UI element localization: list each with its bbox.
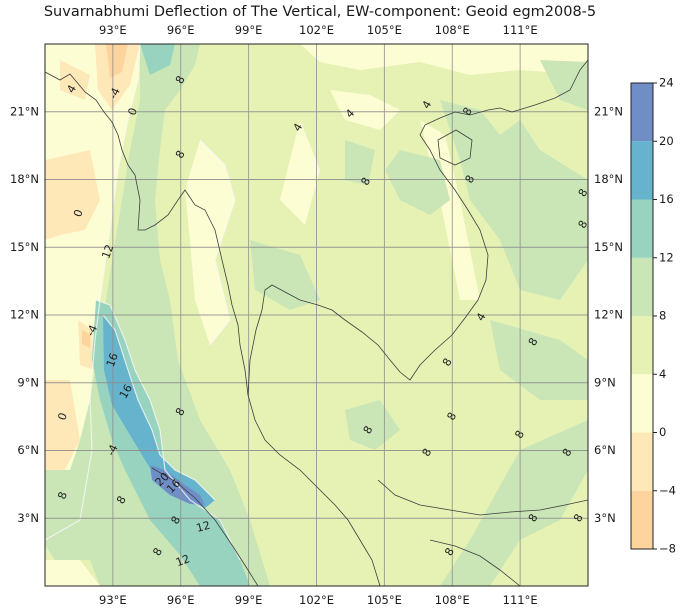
lat-tick-label-right: 21°N — [594, 104, 623, 118]
lat-tick-label-left: 3°N — [17, 511, 39, 525]
lat-tick-label-left: 21°N — [10, 104, 39, 118]
contour-label: 16 — [117, 382, 135, 401]
lat-tick-label-left: 12°N — [10, 308, 39, 322]
lat-tick-label-right: 18°N — [594, 172, 623, 186]
contour-band — [345, 140, 375, 185]
colorbar-tick-label: 24 — [659, 76, 674, 90]
lon-tick-label-top: 108°E — [435, 23, 470, 37]
colorbar-swatch — [631, 490, 653, 549]
colorbar-tick-label: 16 — [659, 192, 674, 206]
lon-tick-label-top: 96°E — [167, 23, 195, 37]
contour-label: 12 — [99, 243, 116, 261]
contour-band — [106, 44, 128, 78]
contour-band — [45, 380, 80, 470]
contour-label: 8 — [55, 490, 70, 501]
contour-band — [490, 320, 588, 400]
contour-label: -4 — [106, 86, 122, 101]
lon-tick-label-bottom: 105°E — [367, 593, 402, 607]
colorbar-swatch — [631, 257, 653, 316]
colorbar-tick-label: 8 — [659, 309, 666, 323]
lon-tick-label-bottom: 111°E — [503, 593, 538, 607]
contour-line — [102, 314, 216, 501]
contour-band — [280, 120, 320, 225]
contour-band — [45, 150, 100, 240]
contour-band — [300, 44, 588, 75]
lat-tick-label-right: 12°N — [594, 308, 623, 322]
contour-label: 12 — [195, 519, 212, 535]
lon-tick-label-bottom: 99°E — [235, 593, 263, 607]
contour-label: 0 — [71, 208, 86, 219]
contour-band — [95, 44, 140, 110]
contour-band — [345, 400, 400, 450]
coastline — [45, 71, 381, 586]
colorbar-swatch — [631, 316, 653, 375]
colorbar-tick-label: −4 — [659, 483, 676, 497]
colorbar-tick-label: −8 — [659, 542, 676, 556]
contour-line — [45, 44, 141, 541]
coastline — [247, 107, 513, 396]
contour-label: 16 — [104, 351, 121, 369]
contour-band — [540, 60, 588, 110]
lon-tick-label-top: 111°E — [503, 23, 538, 37]
lon-tick-label-bottom: 108°E — [435, 593, 470, 607]
coastline-layer — [45, 59, 588, 586]
colorbar-swatch — [631, 432, 653, 491]
colorbar: −8 −4 0 4 8 12 16 20 24 — [630, 76, 676, 556]
contour-label: 0 — [55, 411, 70, 422]
colorbar-swatch — [631, 374, 653, 433]
contour-band — [440, 100, 588, 300]
lat-tick-label-right: 15°N — [594, 240, 623, 254]
map-frame — [44, 43, 589, 587]
contour-label: 0 — [125, 106, 140, 117]
map-title: Suvarnabhumi Deflection of The Vertical,… — [43, 4, 597, 20]
tick-label-layer: 93°E 93°E 96°E 96°E 99°E 99°E 102°E 102°E 105°E 1… — [10, 23, 623, 607]
lon-tick-label-top: 105°E — [367, 23, 402, 37]
coastline — [437, 129, 473, 166]
lat-tick-label-left: 18°N — [10, 172, 39, 186]
lat-tick-label-right: 3°N — [594, 511, 616, 525]
contour-band — [385, 150, 450, 215]
contour-band — [440, 420, 588, 586]
lat-tick-label-left: 9°N — [17, 375, 39, 389]
colorbar-tick-label: 4 — [659, 367, 666, 381]
lat-tick-label-right: 9°N — [594, 375, 616, 389]
contour-band — [185, 140, 235, 345]
lat-tick-label-right: 6°N — [594, 443, 616, 457]
lon-tick-label-top: 93°E — [99, 23, 127, 37]
colorbar-swatch — [631, 199, 653, 258]
colorbar-swatch — [631, 83, 653, 142]
contour-label: -4 — [104, 443, 120, 458]
lat-tick-label-left: 6°N — [17, 443, 39, 457]
contour-band — [250, 240, 320, 310]
lon-tick-label-top: 102°E — [299, 23, 334, 37]
contour-band — [140, 44, 175, 75]
lat-tick-label-left: 15°N — [10, 240, 39, 254]
colorbar-tick-label: 12 — [659, 250, 674, 264]
coastline — [151, 467, 259, 586]
lon-tick-label-bottom: 102°E — [299, 593, 334, 607]
lon-tick-label-top: 99°E — [235, 23, 263, 37]
contour-line — [95, 299, 241, 561]
colorbar-swatch — [631, 141, 653, 200]
contour-band — [82, 330, 90, 348]
contour-label: 12 — [174, 552, 192, 569]
contour-line — [199, 139, 236, 346]
colorbar-tick-label: 0 — [659, 425, 666, 439]
coastline — [511, 59, 588, 113]
contour-band — [45, 560, 100, 586]
contour-label: -4 — [84, 323, 100, 338]
coastline — [429, 539, 521, 586]
lon-tick-label-bottom: 96°E — [167, 593, 195, 607]
lon-tick-label-bottom: 93°E — [99, 593, 127, 607]
coastline — [377, 479, 588, 516]
contour-band — [330, 90, 400, 130]
colorbar-tick-label: 20 — [659, 134, 674, 148]
